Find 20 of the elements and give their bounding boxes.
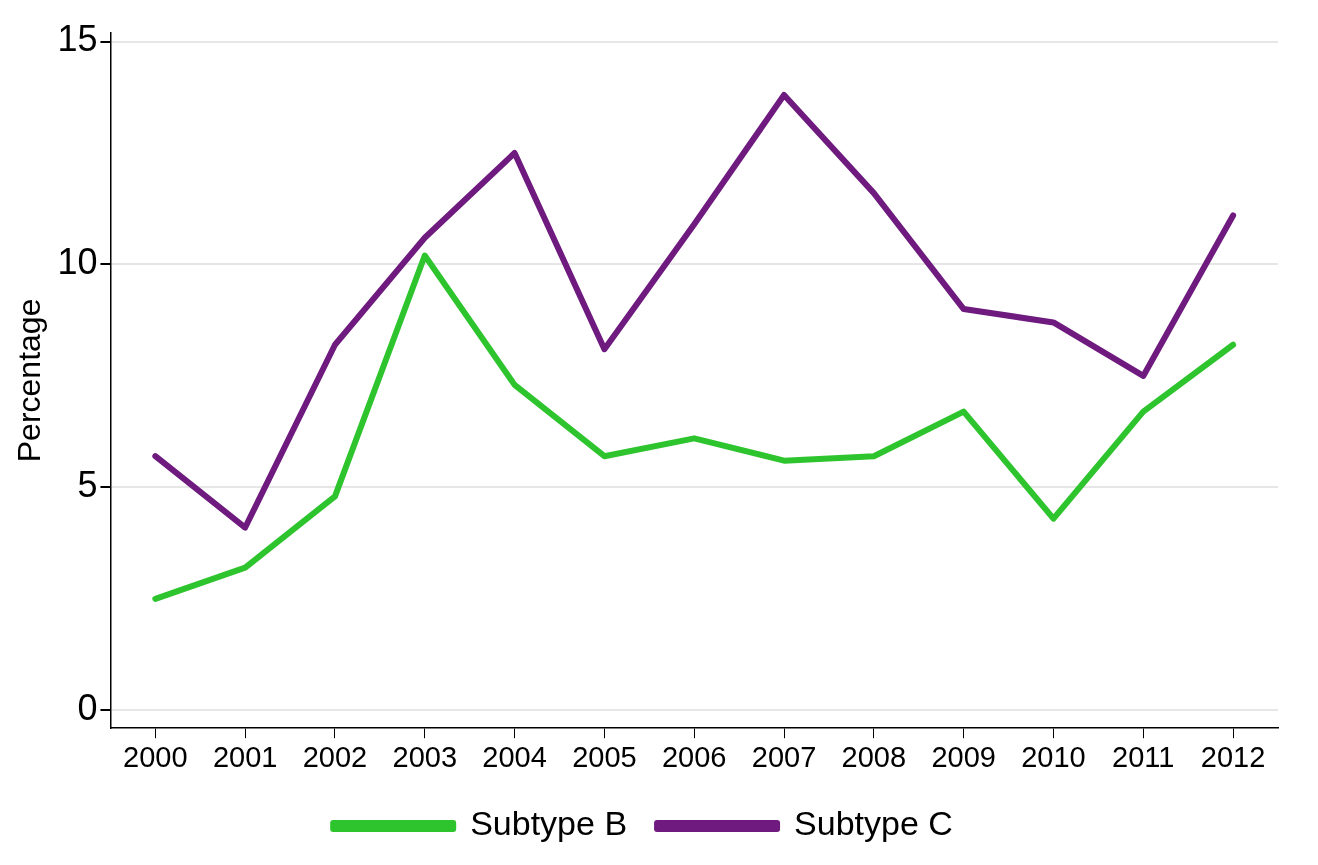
- x-tick-label: 2003: [392, 740, 458, 773]
- x-tick-label: 2007: [751, 740, 817, 773]
- y-tick-label: 5: [77, 464, 98, 506]
- x-tick-label: 2004: [482, 740, 547, 773]
- x-tick-label: 2002: [302, 740, 368, 773]
- y-tick-label: 10: [57, 241, 98, 283]
- y-axis-title: Percentage: [11, 298, 48, 463]
- y-tick-label: 0: [77, 687, 98, 729]
- legend-label: Subtype B: [470, 804, 628, 843]
- x-tick-label: 2006: [661, 740, 727, 773]
- x-tick-label: 2010: [1021, 740, 1086, 773]
- x-tick-label: 2005: [572, 740, 637, 773]
- x-tick-label: 2009: [931, 740, 996, 773]
- x-tick-label: 2012: [1200, 740, 1266, 773]
- legend-label: Subtype C: [794, 804, 953, 843]
- x-tick-label: 2011: [1112, 740, 1175, 773]
- x-tick-label: 2001: [212, 740, 278, 773]
- x-tick-label: 2008: [841, 740, 907, 773]
- x-tick-label: 2000: [123, 740, 188, 773]
- y-tick-label: 15: [57, 18, 98, 60]
